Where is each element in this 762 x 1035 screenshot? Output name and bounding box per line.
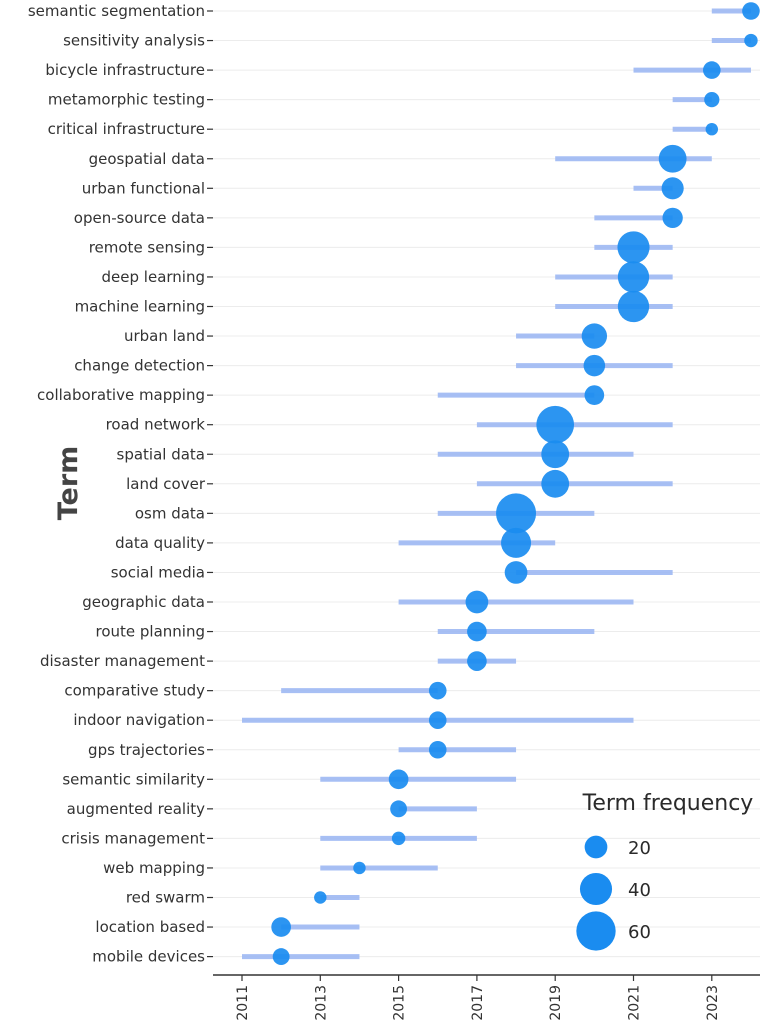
term-label: change detection xyxy=(74,357,205,375)
term-label: data quality xyxy=(115,534,205,552)
term-bubble xyxy=(581,323,608,349)
term-bubble xyxy=(742,2,760,20)
term-bubble xyxy=(703,61,721,79)
term-label: disaster management xyxy=(40,652,205,670)
term-label: gps trajectories xyxy=(88,741,205,759)
term-bubble xyxy=(353,861,366,875)
bubbles xyxy=(271,2,760,966)
term-label: urban land xyxy=(124,327,205,345)
term-label: semantic segmentation xyxy=(28,2,205,20)
term-label: crisis management xyxy=(61,829,205,847)
term-bubble xyxy=(617,231,650,264)
term-bubble xyxy=(314,891,327,904)
term-bubble xyxy=(584,385,605,405)
term-label: machine learning xyxy=(75,298,205,316)
term-label: social media xyxy=(111,563,205,581)
legend-title: Term frequency xyxy=(582,791,754,816)
x-tick-label: 2015 xyxy=(392,985,408,1021)
term-label: collaborative mapping xyxy=(37,386,205,404)
x-tick-label: 2011 xyxy=(235,985,251,1021)
term-bubble xyxy=(391,831,406,846)
term-bubble xyxy=(662,207,683,229)
term-bubble xyxy=(658,144,687,173)
term-bubble xyxy=(465,590,489,614)
term-label: osm data xyxy=(135,504,205,522)
term-bubble xyxy=(428,681,447,700)
term-bubble xyxy=(661,177,684,200)
term-label: augmented reality xyxy=(67,800,205,818)
legend-label: 40 xyxy=(628,880,651,901)
x-tick-label: 2013 xyxy=(313,985,329,1021)
term-label: sensitivity analysis xyxy=(63,32,205,50)
term-bubble xyxy=(390,800,408,818)
legend-bubble xyxy=(584,835,608,859)
term-label: bicycle infrastructure xyxy=(45,61,205,79)
y-axis-title: Term xyxy=(53,446,84,521)
term-bubble xyxy=(428,711,447,729)
term-bubble xyxy=(388,769,409,790)
term-label: comparative study xyxy=(64,682,205,700)
term-label: road network xyxy=(106,416,206,434)
term-label: route planning xyxy=(96,623,206,641)
term-bubble xyxy=(536,405,575,444)
term-label: deep learning xyxy=(102,268,205,286)
x-tick-label: 2023 xyxy=(705,985,721,1021)
legend-items: 20 40 60 xyxy=(576,835,651,951)
legend-label: 60 xyxy=(628,922,651,943)
term-label: geospatial data xyxy=(89,150,205,168)
term-bubble xyxy=(744,33,758,48)
x-tick-label: 2021 xyxy=(627,985,643,1021)
term-label: open-source data xyxy=(74,209,205,227)
term-bubble xyxy=(541,469,570,498)
term-label: red swarm xyxy=(126,889,205,907)
term-bubble xyxy=(467,621,487,642)
term-bubble xyxy=(467,651,487,671)
term-bubble xyxy=(583,354,606,377)
term-label: spatial data xyxy=(117,445,206,463)
term-bubble xyxy=(428,740,447,759)
term-label: land cover xyxy=(126,475,206,493)
legend: Term frequency 20 40 60 xyxy=(576,791,753,951)
legend-label: 20 xyxy=(628,838,651,859)
term-label: critical infrastructure xyxy=(48,120,205,138)
term-label: location based xyxy=(95,918,205,936)
term-bubble xyxy=(501,527,532,558)
term-bubble xyxy=(271,917,291,937)
term-bubble xyxy=(272,948,290,966)
term-labels: semantic segmentation sensitivity analysi… xyxy=(28,2,213,966)
term-bubble xyxy=(704,92,720,108)
x-tick-label: 2017 xyxy=(470,985,486,1021)
legend-bubble xyxy=(576,911,616,951)
term-label: metamorphic testing xyxy=(48,91,205,109)
term-label: semantic similarity xyxy=(62,770,205,788)
term-bubble xyxy=(617,261,650,293)
term-label: web mapping xyxy=(103,859,205,877)
term-bubble xyxy=(504,561,528,584)
term-bubble xyxy=(541,440,570,469)
term-bubble xyxy=(496,493,537,534)
term-label: mobile devices xyxy=(92,948,205,966)
x-axis-ticks: 2011 2013 2015 2017 2019 2021 2023 xyxy=(235,975,721,1021)
term-label: urban functional xyxy=(82,179,205,197)
x-tick-label: 2019 xyxy=(548,985,564,1021)
term-label: geographic data xyxy=(82,593,205,611)
term-label: remote sensing xyxy=(89,238,205,256)
term-bubble xyxy=(705,122,719,136)
term-bubble xyxy=(617,290,650,323)
legend-bubble xyxy=(579,872,613,906)
term-label: indoor navigation xyxy=(73,711,205,729)
